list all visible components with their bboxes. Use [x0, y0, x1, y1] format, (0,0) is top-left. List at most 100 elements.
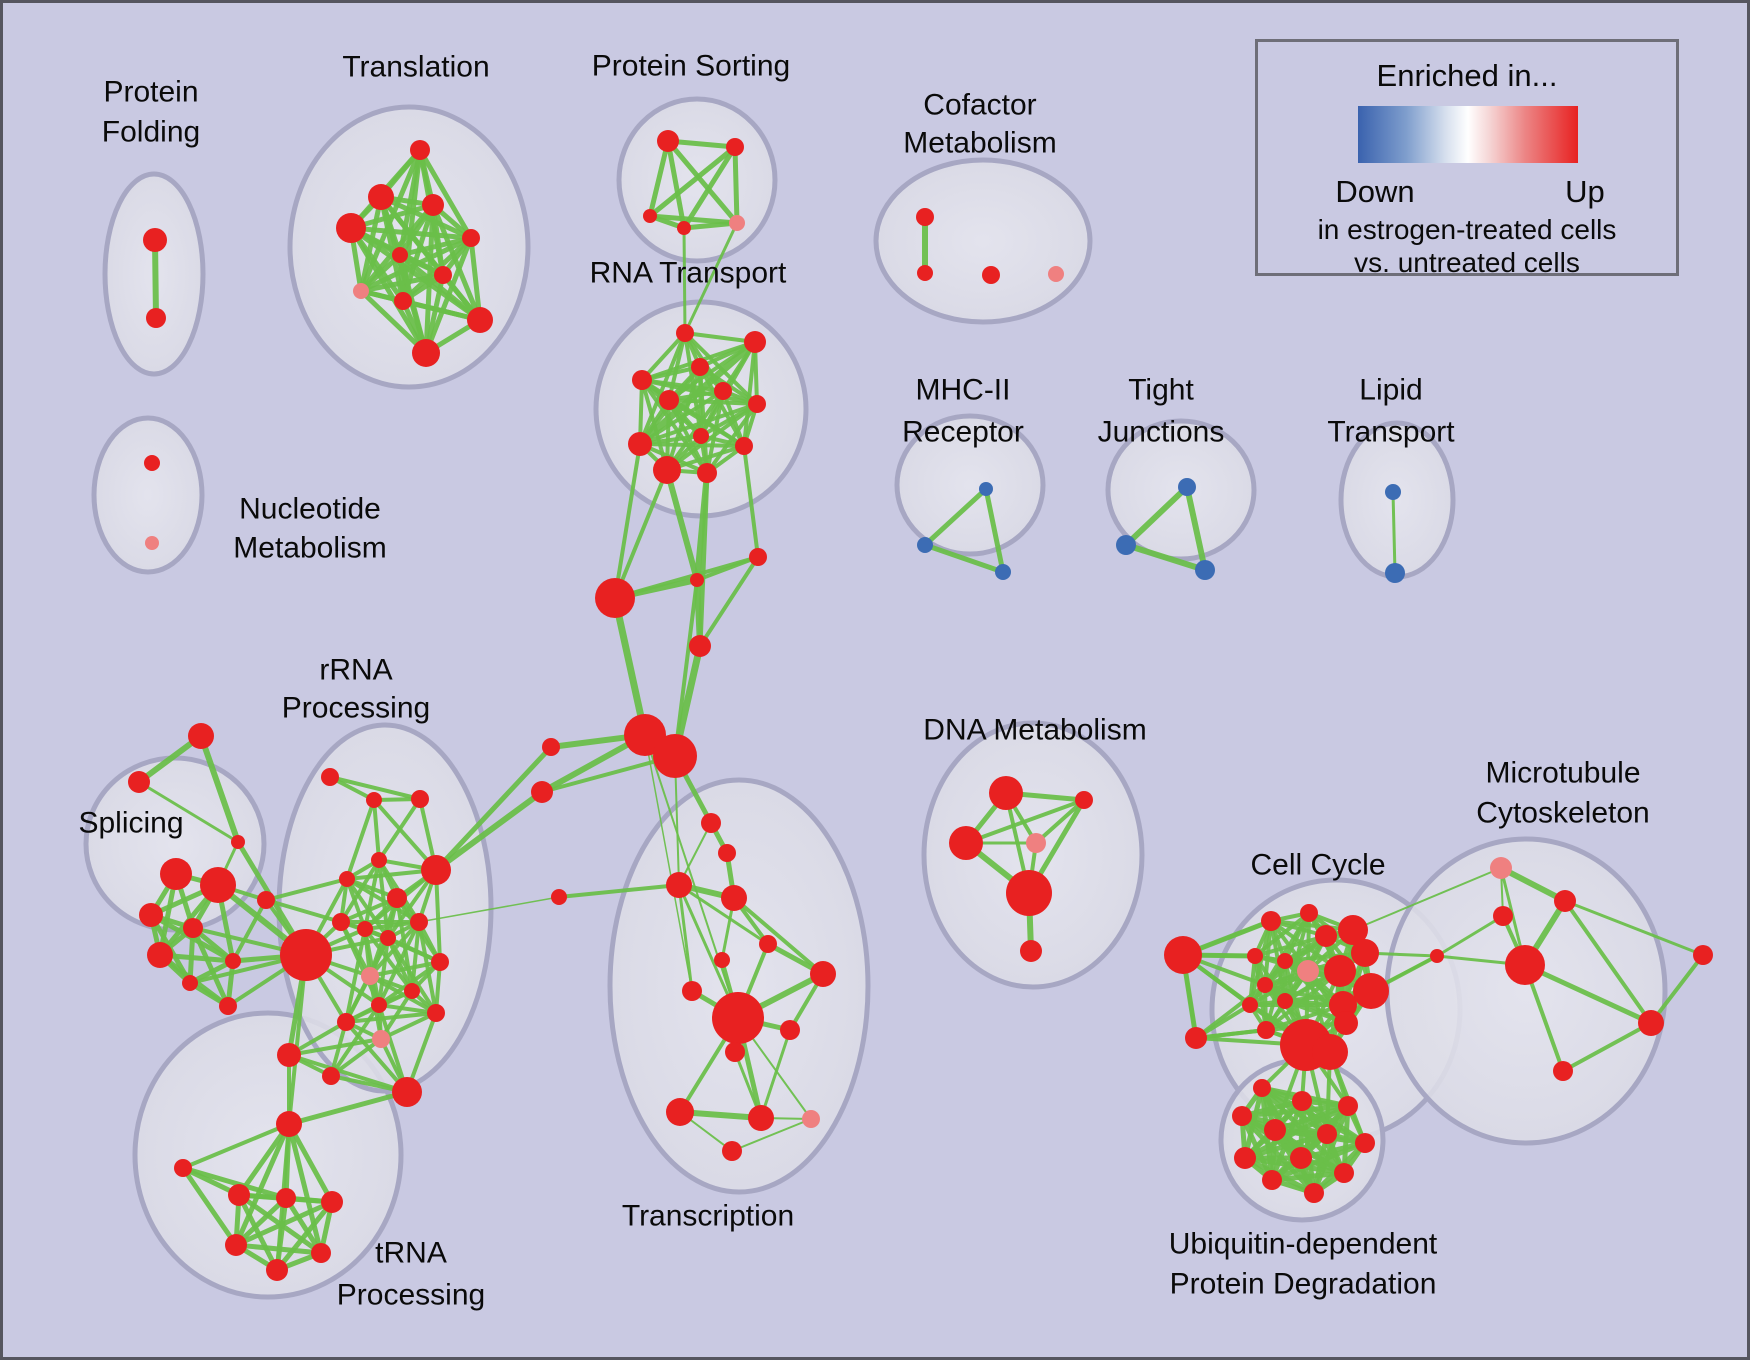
- node-t7: [434, 266, 452, 284]
- edge-rr7-rr9: [264, 898, 343, 924]
- edge-ub10-ub11: [1269, 1170, 1347, 1183]
- edge-r10-d2: [742, 444, 760, 559]
- edge-s3-s5: [647, 213, 740, 226]
- node-c4: [1048, 266, 1064, 282]
- node-t3: [422, 194, 444, 216]
- edge-r7-r9: [638, 402, 759, 446]
- edge-l1-l2: [1391, 490, 1397, 575]
- edge-t5-t6: [397, 235, 474, 258]
- edge-m2-m3: [922, 542, 1006, 575]
- edge-s4-r1: [682, 226, 687, 335]
- node-ce11: [1242, 997, 1258, 1013]
- node-h1: [624, 714, 666, 756]
- node-rr8: [387, 888, 407, 908]
- edge-mt1-mt2: [1498, 865, 1568, 904]
- edge-tg1-tg3: [198, 733, 241, 845]
- edge-s2-s3: [647, 144, 738, 219]
- node-tnL: [174, 1159, 192, 1177]
- edge-rr8-rr9: [339, 896, 399, 924]
- nucleotide-metabolism-label: Nucleotide: [239, 493, 381, 526]
- node-mt2: [1554, 890, 1576, 912]
- edge-ub3-ub4: [1239, 1103, 1351, 1119]
- edge-tnL-tn2: [180, 1165, 289, 1201]
- edge-ub4-ub12: [1239, 1113, 1317, 1196]
- edge-dm2-dm4: [1034, 798, 1086, 845]
- node-rr3: [411, 790, 429, 808]
- edge-r2-r10: [742, 340, 757, 448]
- microtubule-cytoskeleton-label: Microtubule: [1485, 757, 1640, 790]
- legend-gradient-bar: [1358, 106, 1578, 163]
- cluster-labels: Protein Folding Translation Protein Sorting…: [78, 50, 1649, 1312]
- edge-t4-t5: [348, 225, 474, 241]
- edge-s1-s2: [665, 138, 738, 150]
- legend-box: Enriched in... Down Up in estrogen-treat…: [1255, 39, 1679, 278]
- node-x1: [551, 889, 567, 905]
- node-rr22: [322, 1067, 340, 1085]
- node-tg3: [231, 835, 245, 849]
- edge-t7-t8: [358, 272, 446, 294]
- edge-tn0-tnL: [181, 1122, 291, 1170]
- node-tx15: [722, 1141, 742, 1161]
- cofactor-metabolism-label: Cofactor: [923, 89, 1036, 122]
- edge-ub6-ub8: [1242, 1131, 1330, 1161]
- node-p2: [146, 308, 166, 328]
- dna-metabolism-label: DNA Metabolism: [923, 714, 1146, 747]
- node-rr4: [371, 852, 387, 868]
- node-rr14: [431, 953, 449, 971]
- node-t1: [410, 140, 430, 160]
- node-g2: [531, 781, 553, 803]
- edge-x1-rr12: [418, 896, 560, 923]
- node-d2: [749, 548, 767, 566]
- edge-t5-t10: [468, 235, 483, 323]
- edge-rr19-rr20: [287, 1037, 383, 1057]
- node-ub3: [1338, 1096, 1358, 1116]
- node-m3: [995, 564, 1011, 580]
- edge-tg2-tg3: [137, 780, 240, 844]
- edge-tn2-tn4: [233, 1195, 289, 1248]
- ubiquitin-degradation-label: Ubiquitin-dependent: [1169, 1228, 1438, 1261]
- node-j2: [1116, 535, 1136, 555]
- node-tx4: [721, 885, 747, 911]
- node-s1: [657, 130, 679, 152]
- node-t4: [336, 213, 366, 243]
- edge-rr10-rr12: [363, 920, 421, 931]
- node-mt6: [1638, 1010, 1664, 1036]
- edge-co2-ce15: [1194, 1028, 1268, 1040]
- node-h2: [653, 734, 697, 778]
- rna-transport-label: RNA Transport: [590, 257, 787, 290]
- node-mt8: [1693, 945, 1713, 965]
- node-co2: [1185, 1027, 1207, 1049]
- node-tx12: [666, 1098, 694, 1126]
- node-ce16: [1334, 1011, 1358, 1035]
- node-r7: [748, 395, 766, 413]
- node-ub10: [1334, 1163, 1354, 1183]
- ubiquitin-degradation-label: Protein Degradation: [1170, 1268, 1437, 1301]
- node-sp2: [200, 867, 236, 903]
- edge-mt5-mt3: [1435, 914, 1505, 958]
- node-tg1: [188, 723, 214, 749]
- edge-tn2-tn5: [283, 1195, 324, 1256]
- edge-ce2-ce6: [1253, 911, 1311, 958]
- node-t10: [467, 307, 493, 333]
- node-tx6: [714, 952, 730, 968]
- edge-rr18-rr21: [344, 1020, 409, 1094]
- edge-rr21-rr19: [287, 1053, 409, 1094]
- edge-t6-t8: [358, 252, 403, 294]
- node-t2: [368, 184, 394, 210]
- edge-tn0-tn3: [286, 1121, 335, 1205]
- node-t6: [392, 247, 408, 263]
- node-ce12: [1277, 993, 1293, 1009]
- node-ub9: [1290, 1147, 1312, 1169]
- edge-tn0-tn1: [236, 1121, 292, 1198]
- node-ce4: [1338, 915, 1368, 945]
- edge-rr17-rr22: [329, 1003, 381, 1078]
- node-co1: [1164, 936, 1202, 974]
- cofactor-metabolism-ellipse: [873, 157, 1093, 325]
- node-dm2: [1075, 791, 1093, 809]
- node-ce6: [1247, 948, 1263, 964]
- node-ce8: [1297, 960, 1319, 982]
- edge-tx3-tx5: [677, 883, 770, 946]
- node-tn2: [276, 1188, 296, 1208]
- edge-mt6-mt8: [1649, 953, 1705, 1025]
- edge-rr12-rr16: [417, 920, 438, 1015]
